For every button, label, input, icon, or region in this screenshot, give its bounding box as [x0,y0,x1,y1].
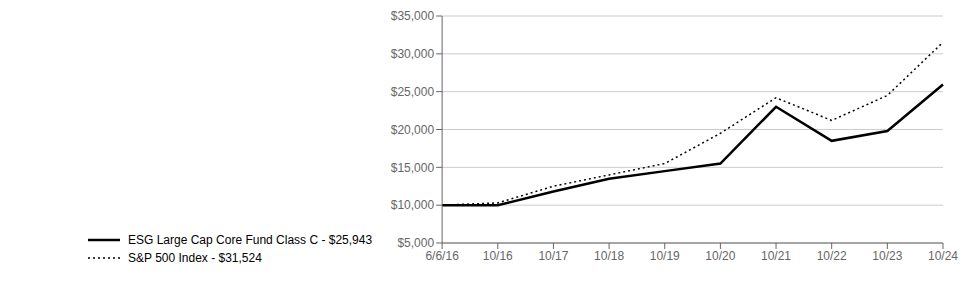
svg-text:$25,000: $25,000 [391,85,435,99]
svg-text:10/17: 10/17 [538,249,568,263]
svg-text:10/19: 10/19 [650,249,680,263]
svg-text:10/23: 10/23 [872,249,902,263]
html-text:S&P 500 Index - $31,524: S&P 500 Index - $31,524 [128,251,262,265]
svg-text:$30,000: $30,000 [391,47,435,61]
svg-text:10/22: 10/22 [817,249,847,263]
svg-text:10/18: 10/18 [594,249,624,263]
svg-text:10/16: 10/16 [483,249,513,263]
svg-text:$10,000: $10,000 [391,198,435,212]
svg-text:10/21: 10/21 [761,249,791,263]
svg-text:10/24: 10/24 [928,249,958,263]
svg-text:$20,000: $20,000 [391,123,435,137]
svg-text:$35,000: $35,000 [391,9,435,23]
svg-text:10/20: 10/20 [705,249,735,263]
html-text:ESG Large Cap Core Fund Class: ESG Large Cap Core Fund Class C - $25,94… [128,233,373,247]
svg-text:6/6/16: 6/6/16 [425,249,459,263]
svg-text:$15,000: $15,000 [391,161,435,175]
svg-text:$5,000: $5,000 [397,236,434,250]
